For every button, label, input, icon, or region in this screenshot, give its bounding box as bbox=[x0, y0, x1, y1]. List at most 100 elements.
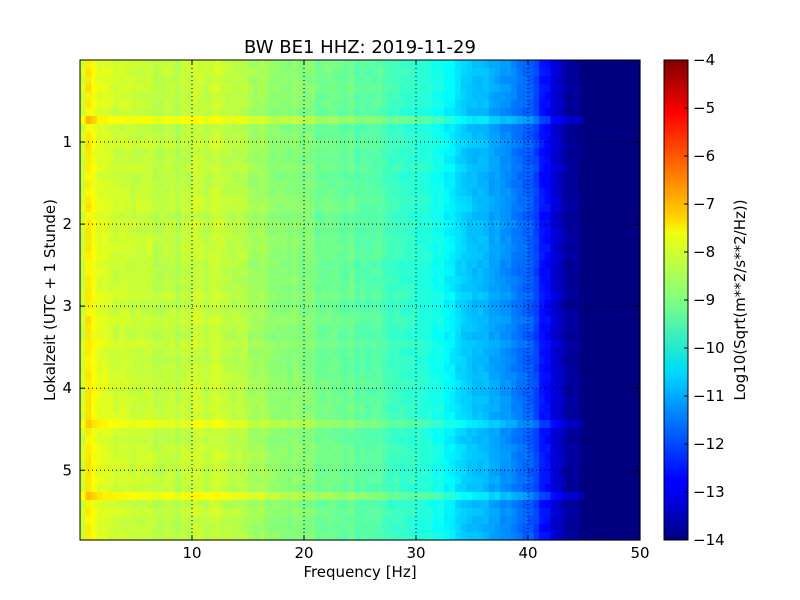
heatmap-cell bbox=[550, 428, 557, 437]
heatmap-cell bbox=[253, 180, 260, 189]
heatmap-cell bbox=[600, 316, 607, 325]
heatmap-cell bbox=[276, 156, 283, 165]
heatmap-cell bbox=[270, 236, 277, 245]
heatmap-cell bbox=[416, 332, 423, 341]
heatmap-cell bbox=[371, 68, 378, 77]
heatmap-cell bbox=[231, 444, 238, 453]
heatmap-cell bbox=[136, 100, 143, 109]
heatmap-cell bbox=[595, 292, 602, 301]
heatmap-cell bbox=[427, 348, 434, 357]
heatmap-cell bbox=[208, 404, 215, 413]
heatmap-cell bbox=[382, 332, 389, 341]
heatmap-cell bbox=[270, 276, 277, 285]
heatmap-cell bbox=[488, 436, 495, 445]
heatmap-cell bbox=[589, 252, 596, 261]
heatmap-cell bbox=[528, 204, 535, 213]
heatmap-cell bbox=[533, 180, 540, 189]
heatmap-cell bbox=[309, 156, 316, 165]
heatmap-cell bbox=[393, 180, 400, 189]
heatmap-cell bbox=[164, 436, 171, 445]
heatmap-cell bbox=[298, 292, 305, 301]
heatmap-cell bbox=[432, 300, 439, 309]
heatmap-cell bbox=[169, 156, 176, 165]
heatmap-cell bbox=[404, 84, 411, 93]
heatmap-cell bbox=[152, 412, 159, 421]
heatmap-cell bbox=[511, 108, 518, 117]
heatmap-cell bbox=[399, 276, 406, 285]
heatmap-cell bbox=[96, 156, 103, 165]
heatmap-cell bbox=[276, 108, 283, 117]
heatmap-cell bbox=[371, 196, 378, 205]
heatmap-cell bbox=[388, 228, 395, 237]
heatmap-cell bbox=[113, 348, 120, 357]
heatmap-cell bbox=[91, 156, 98, 165]
heatmap-cell bbox=[584, 276, 591, 285]
heatmap-cell bbox=[561, 428, 568, 437]
heatmap-cell bbox=[192, 412, 199, 421]
heatmap-cell bbox=[147, 444, 154, 453]
heatmap-cell bbox=[326, 188, 333, 197]
heatmap-cell bbox=[511, 300, 518, 309]
heatmap-cell bbox=[315, 148, 322, 157]
heatmap-cell bbox=[180, 132, 187, 141]
heatmap-cell bbox=[80, 236, 87, 245]
heatmap-cell bbox=[628, 68, 635, 77]
heatmap-cell bbox=[343, 252, 350, 261]
heatmap-cell bbox=[623, 164, 630, 173]
heatmap-cell bbox=[500, 332, 507, 341]
heatmap-cell bbox=[544, 268, 551, 277]
heatmap-cell bbox=[292, 164, 299, 173]
heatmap-cell bbox=[589, 428, 596, 437]
heatmap-cell bbox=[136, 380, 143, 389]
heatmap-cell bbox=[281, 308, 288, 317]
heatmap-cell bbox=[91, 404, 98, 413]
heatmap-cell bbox=[483, 76, 490, 85]
heatmap-cell bbox=[287, 372, 294, 381]
heatmap-cell bbox=[298, 108, 305, 117]
heatmap-cell bbox=[304, 436, 311, 445]
heatmap-cell bbox=[236, 108, 243, 117]
heatmap-cell bbox=[348, 68, 355, 77]
heatmap-cell bbox=[348, 324, 355, 333]
heatmap-cell bbox=[96, 356, 103, 365]
heatmap-cell bbox=[539, 60, 546, 69]
heatmap-cell bbox=[399, 452, 406, 461]
heatmap-cell bbox=[556, 300, 563, 309]
heatmap-cell bbox=[124, 76, 131, 85]
heatmap-cell bbox=[505, 124, 512, 133]
heatmap-cell bbox=[533, 284, 540, 293]
heatmap-cell bbox=[85, 76, 92, 85]
heatmap-cell bbox=[544, 140, 551, 149]
heatmap-cell bbox=[399, 148, 406, 157]
heatmap-cell bbox=[248, 84, 255, 93]
heatmap-cell bbox=[343, 84, 350, 93]
heatmap-cell bbox=[567, 356, 574, 365]
heatmap-cell bbox=[410, 156, 417, 165]
heatmap-cell bbox=[410, 204, 417, 213]
heatmap-cell bbox=[192, 372, 199, 381]
heatmap-cell bbox=[264, 444, 271, 453]
heatmap-cell bbox=[572, 84, 579, 93]
heatmap-cell bbox=[477, 132, 484, 141]
heatmap-cell bbox=[315, 324, 322, 333]
heatmap-cell bbox=[113, 324, 120, 333]
heatmap-cell bbox=[315, 340, 322, 349]
heatmap-cell bbox=[108, 436, 115, 445]
heatmap-cell bbox=[326, 260, 333, 269]
heatmap-cell bbox=[85, 196, 92, 205]
heatmap-cell bbox=[141, 196, 148, 205]
heatmap-cell bbox=[281, 300, 288, 309]
heatmap-cell bbox=[186, 156, 193, 165]
heatmap-cell bbox=[231, 268, 238, 277]
heatmap-cell bbox=[270, 156, 277, 165]
heatmap-cell bbox=[80, 100, 87, 109]
heatmap-cells bbox=[80, 60, 641, 541]
heatmap-cell bbox=[410, 244, 417, 253]
heatmap-cell bbox=[600, 276, 607, 285]
heatmap-cell bbox=[404, 68, 411, 77]
heatmap-cell bbox=[628, 348, 635, 357]
heatmap-cell bbox=[477, 108, 484, 117]
heatmap-cell bbox=[628, 308, 635, 317]
heatmap-cell bbox=[455, 428, 462, 437]
heatmap-cell bbox=[147, 372, 154, 381]
